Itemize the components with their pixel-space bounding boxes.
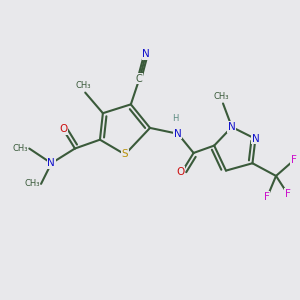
Text: N: N bbox=[228, 122, 236, 132]
Text: N: N bbox=[174, 129, 182, 139]
Text: CH₃: CH₃ bbox=[214, 92, 229, 101]
Text: CH₃: CH₃ bbox=[24, 179, 40, 188]
Text: CH₃: CH₃ bbox=[12, 144, 28, 153]
Text: N: N bbox=[142, 49, 150, 59]
Text: H: H bbox=[172, 114, 178, 123]
Text: O: O bbox=[59, 124, 67, 134]
Text: N: N bbox=[47, 158, 55, 168]
Text: CH₃: CH₃ bbox=[76, 81, 92, 90]
Text: S: S bbox=[122, 149, 128, 159]
Text: O: O bbox=[176, 167, 184, 177]
Text: F: F bbox=[264, 192, 270, 202]
Text: F: F bbox=[285, 189, 291, 199]
Text: N: N bbox=[251, 134, 259, 144]
Text: F: F bbox=[291, 155, 297, 165]
Text: C: C bbox=[136, 74, 142, 84]
